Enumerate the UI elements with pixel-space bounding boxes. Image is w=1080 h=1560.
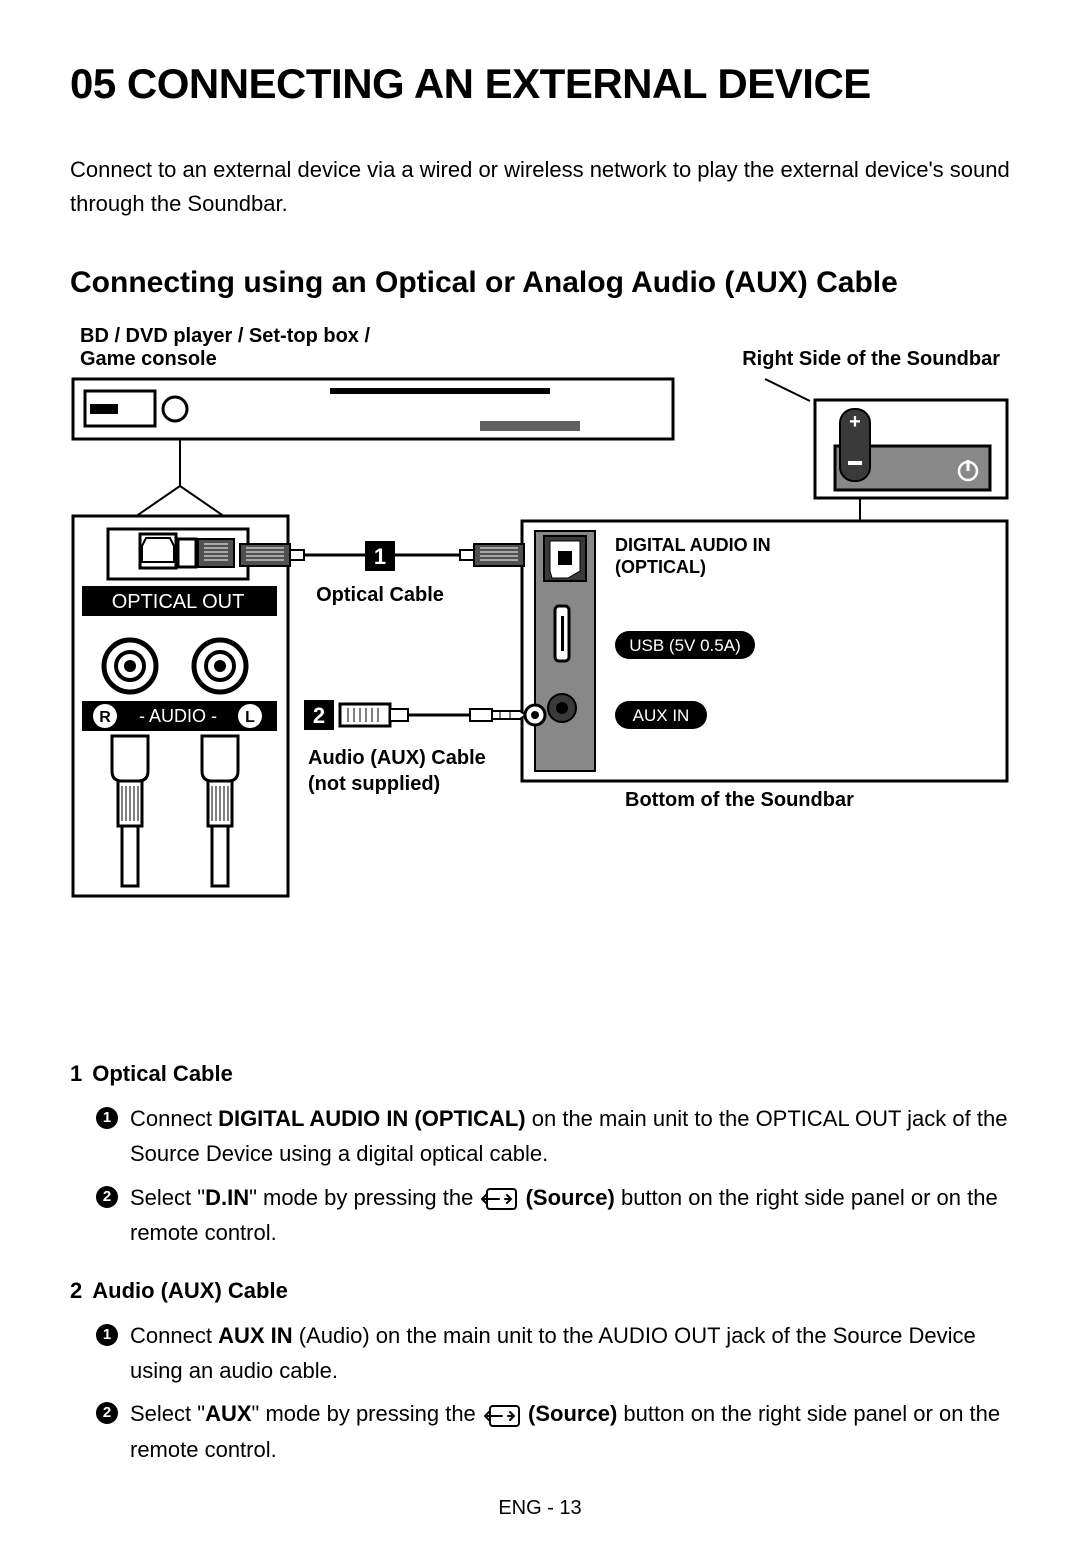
source-device-top-icon [73, 379, 673, 439]
source-device-label: BD / DVD player / Set-top box / Game con… [80, 325, 370, 371]
soundbar-side-label: Right Side of the Soundbar [742, 348, 1000, 371]
step-item: 1 Connect DIGITAL AUDIO IN (OPTICAL) on … [96, 1101, 1010, 1171]
svg-text:AUX IN: AUX IN [633, 706, 690, 725]
instruction-number: 2 [70, 1278, 82, 1304]
connection-diagram: OPTICAL OUT R - AUDIO - L [70, 376, 1010, 986]
source-device-label-line1: BD / DVD player / Set-top box / [80, 325, 370, 348]
svg-text:+: + [849, 411, 861, 433]
svg-text:USB (5V 0.5A): USB (5V 0.5A) [629, 636, 741, 655]
svg-text:- AUDIO -: - AUDIO - [139, 706, 217, 726]
svg-text:Bottom of the Soundbar: Bottom of the Soundbar [625, 789, 854, 811]
step-text: Connect AUX IN (Audio) on the main unit … [130, 1318, 1010, 1388]
step-number-icon: 1 [96, 1107, 118, 1129]
step-number-icon: 2 [96, 1186, 118, 1208]
svg-text:(OPTICAL): (OPTICAL) [615, 557, 706, 577]
svg-text:L: L [245, 709, 255, 726]
step-item: 2 Select "D.IN" mode by pressing the (So… [96, 1180, 1010, 1250]
step-text: Select "D.IN" mode by pressing the (Sour… [130, 1180, 1010, 1250]
svg-text:1: 1 [374, 544, 386, 569]
source-button-icon [481, 1188, 517, 1210]
svg-text:2: 2 [313, 703, 325, 728]
svg-text:Optical Cable: Optical Cable [316, 584, 444, 606]
soundbar-side-panel-icon: + [765, 379, 1007, 498]
aux-cable-icon [340, 704, 545, 726]
source-rear-panel-icon: OPTICAL OUT R - AUDIO - L [73, 516, 288, 896]
svg-text:(not supplied): (not supplied) [308, 773, 440, 795]
section-heading: Connecting using an Optical or Analog Au… [70, 266, 1010, 300]
page-title: 05 CONNECTING AN EXTERNAL DEVICE [70, 60, 1010, 108]
diagram-header: BD / DVD player / Set-top box / Game con… [70, 325, 1010, 371]
svg-text:DIGITAL AUDIO IN: DIGITAL AUDIO IN [615, 535, 771, 555]
step-item: 2 Select "AUX" mode by pressing the (Sou… [96, 1396, 1010, 1466]
instruction-number: 1 [70, 1061, 82, 1087]
svg-text:Audio (AUX) Cable: Audio (AUX) Cable [308, 747, 486, 769]
source-device-label-line2: Game console [80, 348, 370, 371]
step-number-icon: 2 [96, 1402, 118, 1424]
instruction-title: Optical Cable [92, 1061, 233, 1087]
svg-text:R: R [99, 709, 111, 726]
intro-paragraph: Connect to an external device via a wire… [70, 153, 1010, 221]
step-text: Connect DIGITAL AUDIO IN (OPTICAL) on th… [130, 1101, 1010, 1171]
step-item: 1 Connect AUX IN (Audio) on the main uni… [96, 1318, 1010, 1388]
instruction-block-1: 1 Optical Cable 1 Connect DIGITAL AUDIO … [70, 1061, 1010, 1250]
instruction-title: Audio (AUX) Cable [92, 1278, 288, 1304]
optical-out-label: OPTICAL OUT [112, 591, 245, 613]
step-text: Select "AUX" mode by pressing the (Sourc… [130, 1396, 1010, 1466]
instruction-block-2: 2 Audio (AUX) Cable 1 Connect AUX IN (Au… [70, 1278, 1010, 1467]
page-footer: ENG - 13 [70, 1497, 1010, 1520]
step-number-icon: 1 [96, 1324, 118, 1346]
callout-1-icon: 1 Optical Cable [316, 541, 444, 606]
soundbar-bottom-panel-icon: DIGITAL AUDIO IN (OPTICAL) USB (5V 0.5A)… [522, 521, 1007, 811]
source-button-icon [484, 1405, 520, 1427]
